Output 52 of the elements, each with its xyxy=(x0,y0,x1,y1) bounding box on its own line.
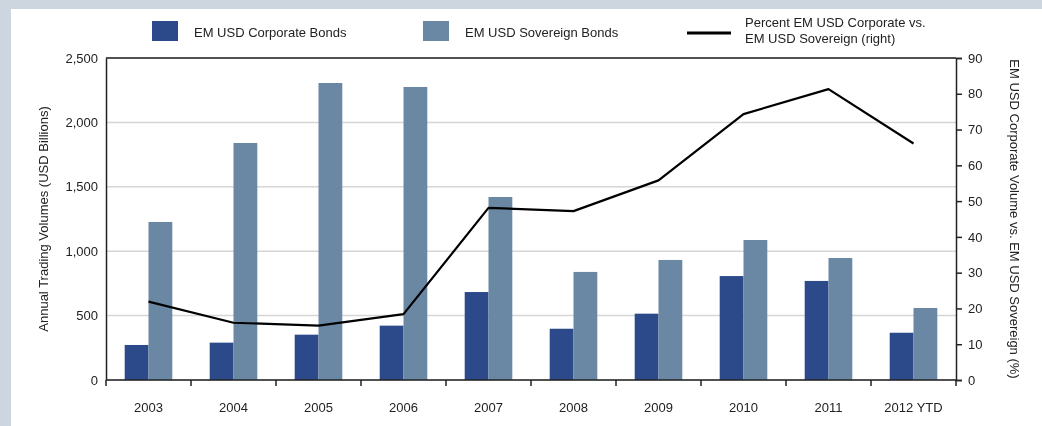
x-tick-label: 2003 xyxy=(134,399,163,415)
y2-tick-label: 50 xyxy=(968,193,983,209)
x-tick-label: 2008 xyxy=(559,399,588,415)
bar xyxy=(913,308,938,380)
y-tick-label: 500 xyxy=(76,308,98,324)
bar xyxy=(488,196,513,380)
x-tick-label: 2006 xyxy=(389,399,418,415)
y-tick-label: 1,500 xyxy=(65,179,98,195)
bar xyxy=(403,86,428,380)
legend-label: EM USD Corporate Bonds xyxy=(194,25,347,40)
y-tick-label: 2,000 xyxy=(65,115,98,131)
x-tick-label: 2004 xyxy=(219,399,248,415)
y-axis-title: Annual Trading Volumes (USD Billions) xyxy=(36,106,51,332)
y2-tick-label: 10 xyxy=(968,336,983,352)
bar xyxy=(148,221,173,380)
y2-axis-title: EM USD Corporate Volume vs. EM USD Sovereign (%) xyxy=(1007,59,1022,379)
bar xyxy=(743,239,768,380)
bar xyxy=(828,258,853,380)
y2-tick-label: 0 xyxy=(968,372,976,388)
x-tick-label: 2012 YTD xyxy=(884,399,943,415)
y2-tick-label: 60 xyxy=(968,157,983,173)
bar xyxy=(719,276,744,380)
x-tick-label: 2005 xyxy=(304,399,333,415)
bar xyxy=(124,344,149,380)
x-tick-label: 2007 xyxy=(474,399,503,415)
legend-label: EM USD Sovereign Bonds xyxy=(465,25,619,40)
bar xyxy=(658,259,683,380)
bar xyxy=(804,280,829,380)
bar xyxy=(318,82,343,380)
x-tick-label: 2011 xyxy=(814,399,843,415)
y2-tick-label: 70 xyxy=(968,122,983,138)
bar xyxy=(209,342,234,380)
bar xyxy=(573,271,598,380)
bar xyxy=(549,328,574,380)
y-tick-label: 2,500 xyxy=(65,50,98,66)
y2-tick-label: 20 xyxy=(968,301,983,317)
y2-tick-label: 90 xyxy=(968,50,983,66)
bar xyxy=(379,325,404,380)
bar xyxy=(464,292,489,380)
y-tick-label: 0 xyxy=(90,372,98,388)
bar xyxy=(634,313,659,380)
x-tick-label: 2009 xyxy=(644,399,673,415)
line-series xyxy=(147,88,915,327)
x-tick-label: 2010 xyxy=(729,399,758,415)
y2-tick-label: 80 xyxy=(968,86,983,102)
bar xyxy=(294,334,319,380)
bar xyxy=(889,332,914,380)
legend-label: Percent EM USD Corporate vs. EM USD Sovereign (right) xyxy=(745,15,926,46)
y2-tick-label: 30 xyxy=(968,265,983,281)
y2-tick-label: 40 xyxy=(968,229,983,245)
y-tick-label: 1,000 xyxy=(65,243,98,259)
bar xyxy=(233,143,258,380)
